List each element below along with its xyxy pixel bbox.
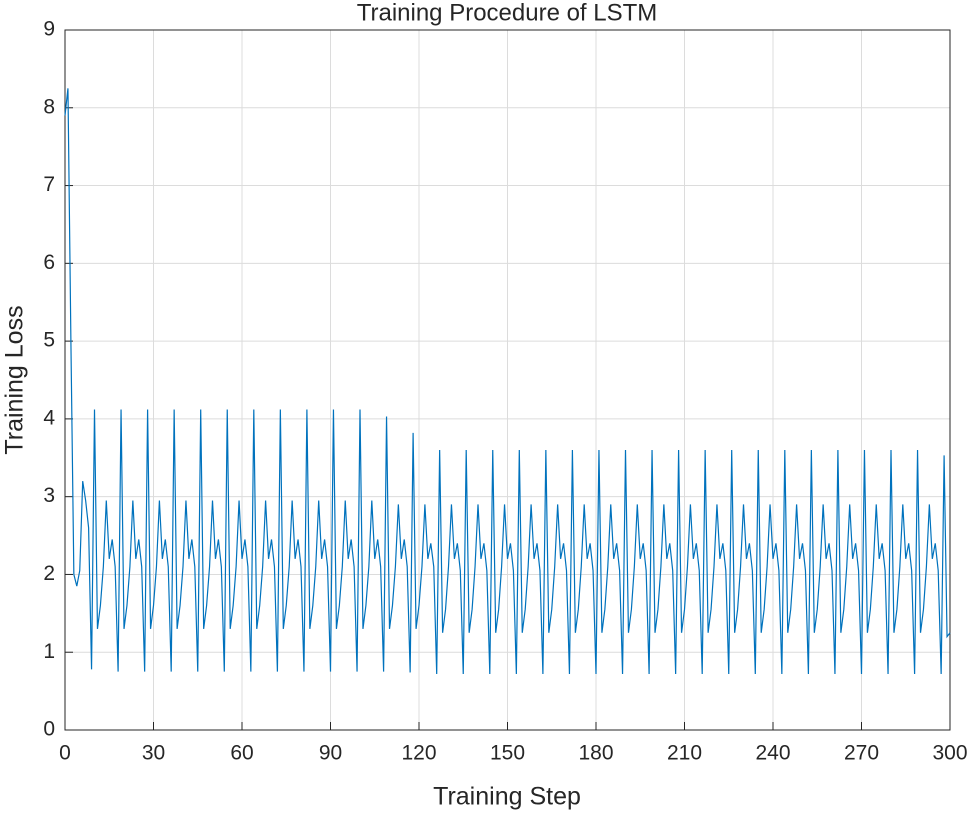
y-tick-label: 6 <box>43 251 55 274</box>
y-tick-label: 7 <box>43 173 55 196</box>
x-tick-label: 30 <box>142 742 165 765</box>
x-tick-label: 210 <box>667 742 702 765</box>
y-tick-label: 9 <box>43 18 55 41</box>
x-tick-label: 120 <box>401 742 436 765</box>
chart-title: Training Procedure of LSTM <box>357 0 658 26</box>
x-tick-label: 240 <box>755 742 790 765</box>
x-tick-label: 270 <box>844 742 879 765</box>
y-tick-label: 1 <box>43 640 55 663</box>
x-tick-label: 180 <box>578 742 613 765</box>
x-tick-label: 300 <box>932 742 967 765</box>
y-tick-label: 3 <box>43 484 55 507</box>
x-tick-label: 90 <box>319 742 342 765</box>
y-tick-label: 0 <box>43 718 55 741</box>
x-tick-label: 60 <box>230 742 253 765</box>
y-tick-label: 4 <box>43 406 55 429</box>
x-axis-label: Training Step <box>433 783 581 811</box>
plot-frame <box>64 29 951 731</box>
x-tick-label: 0 <box>59 742 71 765</box>
x-tick-label: 150 <box>490 742 525 765</box>
y-tick-label: 5 <box>43 329 55 352</box>
y-tick-label: 8 <box>43 95 55 118</box>
y-axis-label: Training Loss <box>1 305 29 454</box>
data-line <box>64 88 951 675</box>
y-tick-label: 2 <box>43 562 55 585</box>
